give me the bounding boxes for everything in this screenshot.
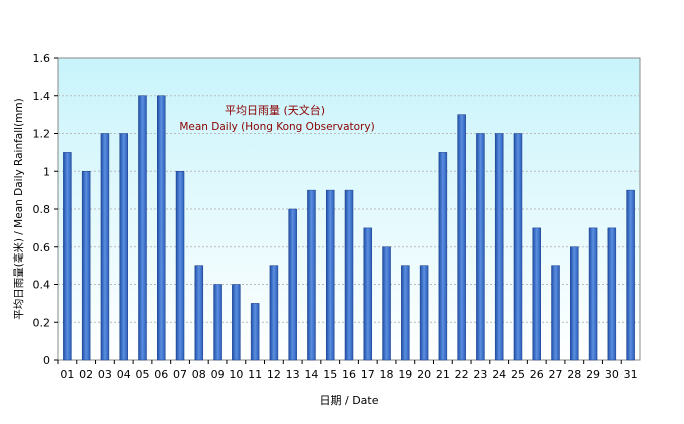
bar-23 — [476, 133, 485, 361]
x-tick-label: 09 — [211, 368, 225, 381]
x-tick-label: 22 — [455, 368, 469, 381]
bar-07 — [175, 171, 185, 361]
x-tick-label: 19 — [398, 368, 412, 381]
y-tick-label: 1.2 — [33, 128, 51, 141]
bar-01 — [63, 152, 72, 361]
bar-22 — [457, 114, 466, 361]
x-tick-label: 11 — [248, 368, 262, 381]
bar-05 — [138, 95, 147, 361]
x-tick-label: 24 — [492, 368, 506, 381]
bar-11 — [250, 303, 260, 361]
bar-25 — [513, 133, 523, 361]
x-tick-label: 18 — [380, 368, 394, 381]
x-tick-label: 10 — [229, 368, 243, 381]
y-tick-label: 1.4 — [33, 90, 51, 103]
bar-14 — [307, 189, 316, 361]
x-tick-label: 20 — [417, 368, 431, 381]
x-tick-label: 16 — [342, 368, 356, 381]
bar-09 — [213, 284, 222, 361]
y-tick-label: 0 — [43, 354, 50, 367]
bar-03 — [100, 133, 110, 361]
bar-26 — [532, 227, 541, 361]
bar-27 — [551, 265, 560, 361]
y-tick-label: 0.2 — [33, 316, 51, 329]
chart-title-en: Mean Daily (Hong Kong Observatory) — [179, 121, 374, 133]
bar-20 — [419, 265, 429, 361]
x-tick-label: 30 — [605, 368, 619, 381]
bar-30 — [607, 227, 617, 361]
bar-16 — [344, 189, 354, 361]
bar-13 — [288, 208, 297, 361]
x-tick-label: 21 — [436, 368, 450, 381]
bar-19 — [401, 265, 410, 361]
x-tick-label: 29 — [586, 368, 600, 381]
bar-24 — [494, 133, 504, 361]
x-tick-label: 25 — [511, 368, 525, 381]
bar-04 — [119, 133, 128, 361]
x-tick-label: 07 — [173, 368, 187, 381]
bar-21 — [438, 152, 448, 361]
bar-06 — [157, 95, 166, 361]
x-tick-label: 12 — [267, 368, 281, 381]
bar-15 — [325, 189, 335, 361]
bar-28 — [570, 246, 579, 361]
x-tick-label: 01 — [60, 368, 74, 381]
bar-18 — [382, 246, 391, 361]
bar-02 — [81, 171, 91, 361]
x-tick-label: 28 — [567, 368, 581, 381]
x-tick-label: 14 — [304, 368, 318, 381]
bar-12 — [269, 265, 279, 361]
bar-31 — [626, 189, 635, 361]
y-tick-label: 0.8 — [33, 203, 51, 216]
chart-title-zh: 平均日雨量 (天文台) — [225, 103, 325, 117]
bar-10 — [232, 284, 241, 361]
x-tick-label: 13 — [286, 368, 300, 381]
bar-17 — [363, 227, 373, 361]
x-tick-label: 02 — [79, 368, 93, 381]
y-tick-label: 0.4 — [33, 279, 51, 292]
x-axis-label: 日期 / Date — [320, 394, 379, 407]
y-tick-label: 1.6 — [33, 52, 51, 65]
x-tick-label: 03 — [98, 368, 112, 381]
x-tick-label: 27 — [549, 368, 563, 381]
x-tick-label: 26 — [530, 368, 544, 381]
x-tick-label: 23 — [473, 368, 487, 381]
bar-08 — [194, 265, 204, 361]
y-axis-label: 平均日雨量(毫米) / Mean Daily Rainfall(mm) — [12, 98, 25, 319]
x-tick-label: 05 — [135, 368, 149, 381]
bar-29 — [588, 227, 598, 361]
x-tick-label: 06 — [154, 368, 168, 381]
x-tick-label: 08 — [192, 368, 206, 381]
y-tick-label: 0.6 — [33, 241, 51, 254]
x-tick-label: 17 — [361, 368, 375, 381]
x-tick-label: 31 — [624, 368, 638, 381]
y-tick-label: 1 — [43, 165, 50, 178]
x-tick-label: 15 — [323, 368, 337, 381]
x-tick-label: 04 — [117, 368, 131, 381]
